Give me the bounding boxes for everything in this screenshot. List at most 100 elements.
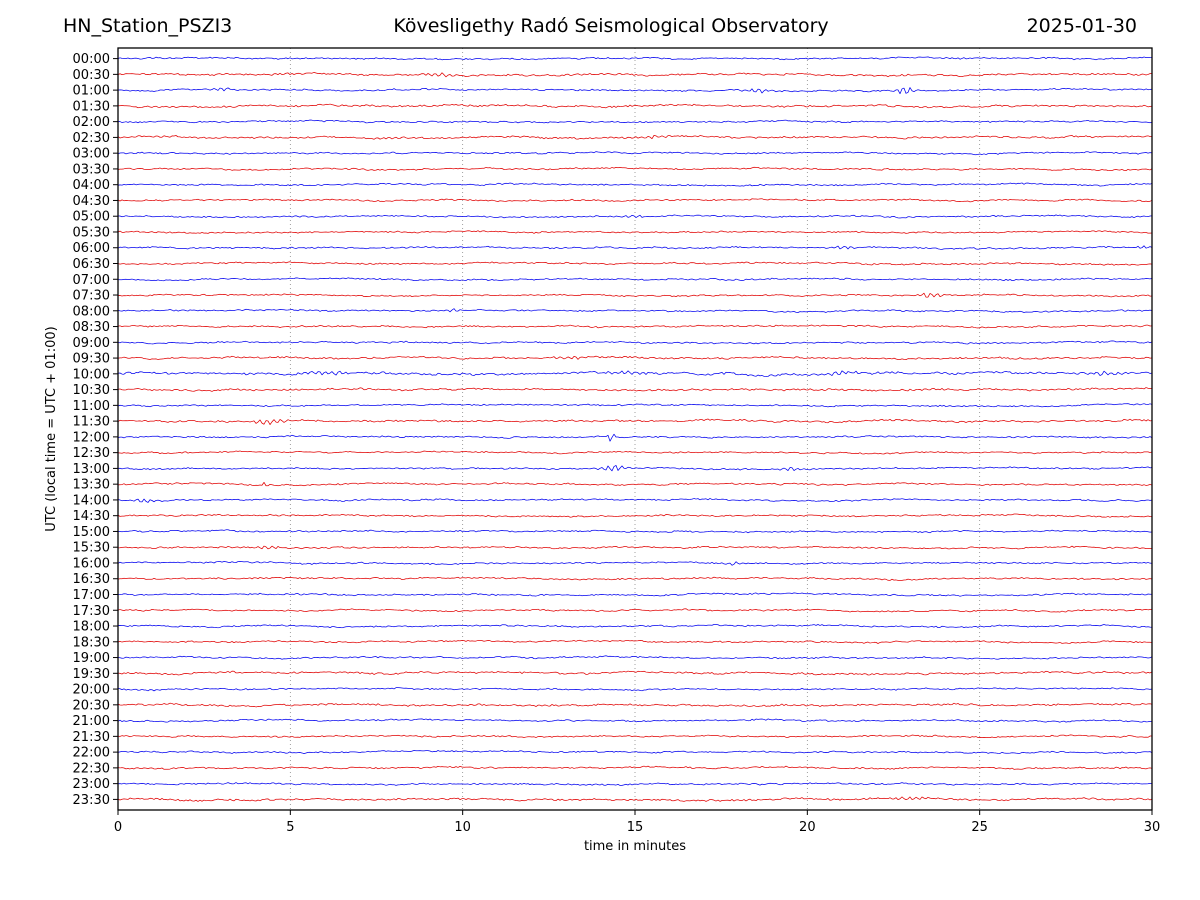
x-tick-label: 10 [454,820,471,835]
y-tick-label: 14:00 [73,493,110,508]
x-tick-label: 0 [114,820,122,835]
y-tick-label: 10:00 [73,367,110,382]
trace-row-1200 [117,433,1153,442]
trace-row-1130 [117,418,1153,425]
trace-row-1300 [117,465,1153,472]
trace-row-2200 [117,749,1153,754]
y-axis-title: UTC (local time = UTC + 01:00) [44,326,59,531]
y-tick-label: 04:00 [73,178,110,193]
trace-row-1700 [117,592,1153,597]
trace-row-0000 [117,56,1153,61]
trace-row-0400 [117,182,1153,187]
trace-row-0900 [117,340,1153,345]
trace-row-0230 [117,134,1153,140]
y-tick-label: 19:30 [73,667,110,682]
trace-row-1930 [117,670,1153,676]
trace-row-2130 [117,734,1153,739]
trace-row-0630 [117,261,1153,266]
y-tick-label: 08:00 [73,304,110,319]
date-title: 2025-01-30 [1027,15,1137,37]
trace-row-1230 [117,450,1153,455]
y-tick-label: 22:00 [73,746,110,761]
trace-row-0600 [117,245,1153,250]
trace-row-1430 [117,513,1153,518]
trace-row-1830 [117,639,1153,644]
y-tick-label: 16:30 [73,572,110,587]
trace-row-1030 [117,387,1153,392]
y-tick-label: 12:00 [73,430,110,445]
x-tick-label: 25 [971,820,988,835]
y-tick-label: 13:30 [73,478,110,493]
y-tick-label: 15:00 [73,525,110,540]
y-tick-label: 19:00 [73,651,110,666]
trace-row-2230 [117,765,1153,770]
y-tick-label: 07:30 [73,289,110,304]
trace-row-1330 [117,481,1153,487]
y-tick-label: 06:00 [73,241,110,256]
trace-row-0830 [117,324,1153,329]
trace-row-0130 [117,103,1153,109]
trace-row-0500 [117,214,1153,219]
trace-row-1900 [117,655,1153,660]
x-axis-title: time in minutes [584,839,686,854]
y-tick-label: 03:30 [73,162,110,177]
y-tick-label: 23:30 [73,793,110,808]
trace-row-1500 [117,529,1153,534]
y-tick-label: 03:00 [73,147,110,162]
x-tick-label: 30 [1144,820,1161,835]
y-tick-label: 09:00 [73,336,110,351]
trace-row-1400 [117,498,1153,503]
y-tick-label: 12:30 [73,446,110,461]
y-tick-label: 00:00 [73,52,110,67]
y-tick-label: 06:30 [73,257,110,272]
observatory-title: Kövesligethy Radó Seismological Observat… [393,15,828,37]
y-tick-label: 20:00 [73,683,110,698]
y-tick-label: 21:00 [73,714,110,729]
trace-row-0030 [117,71,1153,78]
y-tick-label: 22:30 [73,761,110,776]
trace-row-0200 [117,119,1153,124]
trace-row-1530 [117,545,1153,550]
y-tick-label: 18:30 [73,635,110,650]
y-tick-label: 17:00 [73,588,110,603]
trace-row-1800 [117,624,1153,629]
y-tick-label: 21:30 [73,730,110,745]
x-tick-label: 20 [799,820,816,835]
trace-row-1100 [117,403,1153,408]
y-tick-label: 05:00 [73,210,110,225]
y-tick-label: 20:30 [73,698,110,713]
y-tick-label: 09:30 [73,352,110,367]
y-tick-label: 01:30 [73,99,110,114]
trace-row-1730 [117,608,1153,613]
y-tick-label: 15:30 [73,541,110,556]
y-tick-label: 11:00 [73,399,110,414]
y-tick-label: 16:00 [73,556,110,571]
y-tick-label: 00:30 [73,68,110,83]
trace-row-0800 [117,308,1153,313]
trace-row-0930 [117,355,1153,360]
y-tick-label: 02:00 [73,115,110,130]
trace-row-0330 [117,166,1153,172]
y-tick-label: 10:30 [73,383,110,398]
y-tick-label: 04:30 [73,194,110,209]
trace-row-2300 [117,782,1153,786]
y-tick-label: 13:00 [73,462,110,477]
trace-row-0700 [117,277,1153,282]
y-tick-label: 02:30 [73,131,110,146]
y-tick-label: 05:30 [73,225,110,240]
x-tick-label: 5 [286,820,294,835]
y-tick-label: 01:00 [73,84,110,99]
trace-row-1000 [117,370,1153,377]
y-tick-label: 11:30 [73,415,110,430]
y-tick-label: 18:00 [73,620,110,635]
y-tick-label: 08:30 [73,320,110,335]
trace-row-0300 [117,151,1153,156]
y-tick-label: 23:00 [73,777,110,792]
trace-row-0100 [117,87,1153,95]
trace-row-2100 [117,718,1153,723]
trace-row-0730 [117,292,1153,298]
y-tick-label: 07:00 [73,273,110,288]
y-tick-label: 14:30 [73,509,110,524]
